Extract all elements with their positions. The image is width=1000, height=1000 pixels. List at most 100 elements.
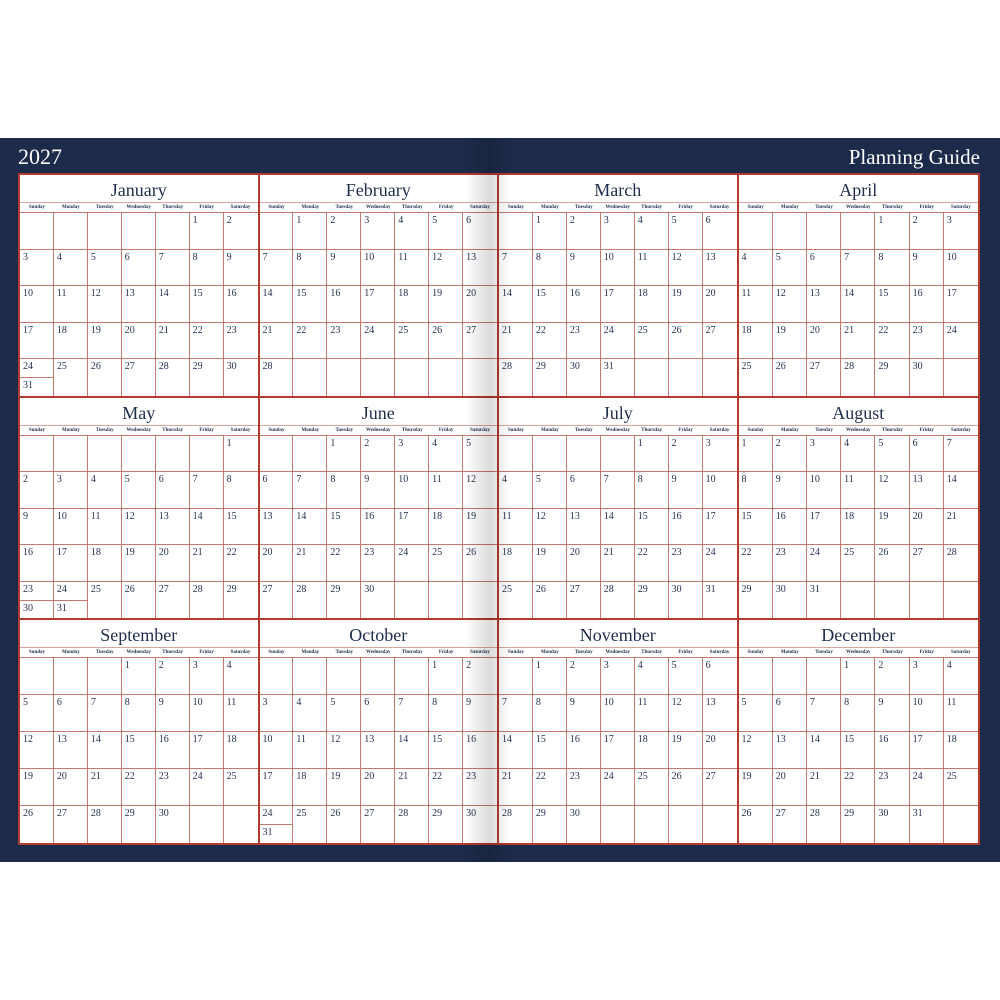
day-cell[interactable]: 25 — [293, 806, 328, 843]
day-cell[interactable]: 8 — [122, 695, 156, 732]
day-cell[interactable]: 20 — [807, 322, 842, 359]
day-cell[interactable]: 9 — [567, 695, 601, 732]
day-cell[interactable]: 29 — [224, 582, 258, 619]
day-cell[interactable]: 11 — [88, 508, 122, 545]
day-cell[interactable]: 27 — [260, 581, 294, 619]
day-cell[interactable]: 29 — [533, 359, 567, 396]
day-cell[interactable]: 7 — [841, 249, 876, 286]
day-cell[interactable] — [703, 359, 737, 396]
day-cell[interactable]: 15 — [875, 286, 910, 322]
day-cell[interactable] — [293, 359, 328, 396]
day-cell[interactable]: 11 — [635, 695, 669, 732]
day-cell[interactable]: 14 — [499, 286, 533, 322]
day-cell[interactable]: 6 — [54, 695, 88, 732]
day-cell[interactable]: 1 — [533, 658, 567, 695]
day-cell[interactable]: 25 — [224, 769, 258, 805]
day-cell[interactable]: 21 — [156, 322, 190, 359]
day-cell[interactable] — [54, 435, 88, 472]
day-cell[interactable]: 14 — [395, 732, 430, 769]
day-cell[interactable]: 15 — [293, 286, 328, 322]
day-cell[interactable]: 18 — [88, 545, 122, 581]
day-cell[interactable]: 24 — [361, 322, 396, 359]
day-cell[interactable]: 22 — [739, 545, 773, 581]
day-cell[interactable]: 25 — [635, 769, 669, 806]
day-cell[interactable]: 10 — [260, 732, 294, 769]
day-cell[interactable]: 25 — [499, 581, 533, 619]
day-cell[interactable] — [807, 213, 842, 249]
day-cell[interactable]: 4 — [293, 695, 328, 732]
day-cell[interactable]: 20 — [54, 769, 88, 806]
day-cell[interactable] — [88, 213, 122, 249]
day-cell[interactable]: 3 — [260, 695, 294, 732]
day-cell[interactable]: 8 — [224, 472, 258, 508]
day-cell[interactable]: 16 — [773, 508, 807, 545]
day-cell[interactable] — [703, 806, 737, 843]
day-cell[interactable]: 12 — [669, 249, 703, 286]
day-cell[interactable]: 18 — [944, 732, 978, 768]
day-cell[interactable]: 7 — [260, 249, 294, 286]
day-cell[interactable]: 10 — [54, 508, 88, 545]
day-cell[interactable]: 25 — [54, 359, 88, 396]
day-cell[interactable]: 5 — [669, 658, 703, 695]
day-cell[interactable]: 30 — [669, 581, 703, 619]
day-cell[interactable]: 26 — [122, 581, 156, 619]
day-cell[interactable]: 30 — [567, 359, 601, 396]
day-cell[interactable]: 21 — [395, 769, 430, 806]
day-cell[interactable]: 7 — [499, 695, 533, 732]
day-cell[interactable]: 27 — [463, 323, 497, 359]
day-cell[interactable] — [669, 806, 703, 843]
day-cell[interactable]: 17 — [807, 508, 842, 545]
day-cell[interactable]: 14 — [841, 286, 876, 322]
day-cell[interactable]: 22 — [327, 545, 362, 581]
day-cell[interactable]: 9 — [463, 695, 497, 731]
day-cell[interactable]: 7 — [944, 436, 978, 472]
day-cell[interactable]: 30 — [361, 581, 396, 619]
day-cell[interactable]: 21 — [293, 545, 328, 581]
day-cell[interactable]: 14 — [601, 508, 635, 545]
day-cell[interactable]: 5 — [122, 472, 156, 508]
day-cell[interactable]: 20 — [910, 508, 944, 545]
day-cell[interactable]: 22 — [122, 769, 156, 806]
day-cell[interactable]: 5 — [429, 213, 464, 249]
day-cell[interactable]: 18 — [395, 286, 430, 322]
day-cell[interactable]: 6 — [463, 213, 497, 249]
day-cell[interactable]: 4 — [635, 658, 669, 695]
day-cell[interactable]: 12 — [20, 732, 54, 769]
day-cell[interactable] — [260, 213, 294, 249]
day-cell[interactable]: 19 — [463, 509, 497, 545]
day-cell[interactable]: 31 — [910, 806, 944, 843]
day-cell[interactable]: 29 — [533, 806, 567, 843]
day-cell[interactable]: 20 — [463, 286, 497, 322]
day-cell[interactable] — [635, 359, 669, 396]
day-cell[interactable]: 22 — [841, 769, 876, 806]
day-cell[interactable]: 27 — [703, 769, 737, 805]
day-cell[interactable]: 11 — [395, 249, 430, 286]
day-cell[interactable]: 10 — [807, 472, 842, 508]
day-cell[interactable]: 23 — [875, 769, 910, 806]
day-cell[interactable]: 23 — [773, 545, 807, 581]
day-cell[interactable]: 23 — [910, 322, 944, 359]
day-cell[interactable]: 16 — [361, 508, 396, 545]
day-cell[interactable]: 11 — [499, 508, 533, 545]
day-cell[interactable]: 17 — [20, 322, 54, 359]
day-cell[interactable]: 14 — [260, 286, 294, 322]
day-cell[interactable]: 30 — [773, 581, 807, 619]
day-cell[interactable]: 23 — [669, 545, 703, 581]
day-cell[interactable]: 5 — [669, 213, 703, 249]
day-cell[interactable]: 3 — [807, 435, 842, 472]
day-cell[interactable]: 24 — [703, 545, 737, 581]
day-cell[interactable] — [20, 213, 54, 249]
day-cell[interactable]: 1 — [429, 658, 464, 695]
day-cell[interactable]: 30 — [910, 359, 944, 396]
day-cell[interactable]: 18 — [429, 508, 464, 545]
day-cell[interactable]: 7 — [499, 249, 533, 286]
day-cell[interactable]: 5 — [875, 435, 910, 472]
day-cell[interactable]: 11 — [739, 286, 773, 322]
day-cell[interactable]: 23 — [224, 323, 258, 359]
day-cell[interactable]: 17 — [601, 732, 635, 769]
day-cell[interactable]: 26 — [463, 545, 497, 581]
day-cell[interactable] — [156, 213, 190, 249]
day-cell[interactable] — [395, 359, 430, 396]
day-cell[interactable]: 1 — [635, 435, 669, 472]
day-cell[interactable]: 29 — [327, 581, 362, 619]
